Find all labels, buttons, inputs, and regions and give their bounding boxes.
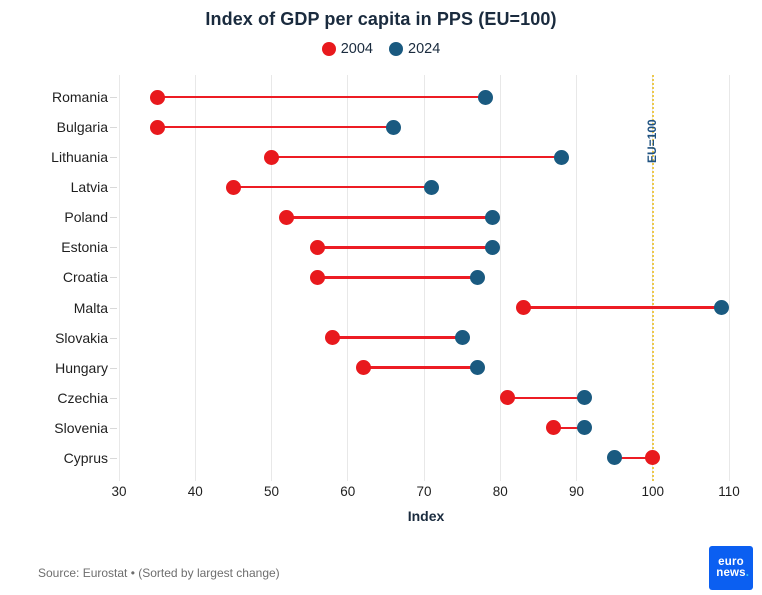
- dumbbell-connector: [233, 185, 432, 189]
- dot-2024: [713, 300, 729, 316]
- row-tick: [110, 97, 117, 98]
- legend-swatch-2004: [321, 42, 336, 56]
- dumbbell-connector: [157, 95, 485, 99]
- dot-2024: [424, 179, 440, 195]
- source-note: Source: Eurostat • (Sorted by largest ch…: [38, 566, 280, 580]
- chart-title: Index of GDP per capita in PPS (EU=100): [205, 9, 557, 29]
- row-tick: [110, 397, 117, 399]
- gridline: [194, 75, 196, 481]
- x-axis-title: Index: [407, 508, 445, 524]
- dot-2024: [553, 149, 569, 165]
- legend-swatch-2024: [389, 42, 403, 56]
- dot-2024: [469, 360, 485, 376]
- row-tick: [110, 157, 117, 159]
- eu-reference-line: [651, 75, 654, 481]
- euronews-logo: euro news.: [709, 546, 753, 590]
- row-tick: [110, 217, 117, 219]
- x-tick-label: 60: [340, 484, 356, 499]
- dumbbell-connector: [523, 306, 722, 309]
- row-label: Slovenia: [54, 419, 108, 436]
- dumbbell-connector: [507, 396, 585, 400]
- row-label: Cyprus: [63, 449, 108, 466]
- legend-item-2024: 2024: [389, 41, 440, 57]
- gridline: [499, 75, 501, 481]
- dot-2004: [546, 420, 562, 436]
- gridline: [271, 75, 272, 481]
- x-tick-label: 50: [263, 484, 280, 499]
- dot-2024: [477, 89, 493, 105]
- x-tick-label: 40: [187, 484, 203, 499]
- row-tick: [110, 307, 117, 309]
- dot-2024: [485, 209, 501, 225]
- x-tick-label: 30: [111, 484, 127, 499]
- gridline: [728, 75, 730, 481]
- dot-2004: [225, 179, 241, 195]
- row-label: Poland: [64, 209, 108, 226]
- legend-label-2004: 2004: [340, 41, 373, 57]
- x-tick-label: 110: [718, 484, 740, 499]
- row-tick: [110, 247, 117, 249]
- row-label: Hungary: [55, 359, 108, 376]
- dumbbell-connector: [614, 456, 653, 460]
- dot-2024: [607, 450, 623, 466]
- dot-2004: [309, 269, 325, 285]
- dot-2004: [500, 390, 516, 406]
- legend-item-2004: 2004: [321, 41, 373, 57]
- x-tick-label: 80: [492, 484, 508, 499]
- dot-2004: [355, 360, 371, 376]
- row-label: Lithuania: [51, 149, 108, 166]
- dot-2004: [149, 89, 165, 105]
- dot-2004: [515, 300, 531, 316]
- row-tick: [110, 367, 117, 369]
- row-label: Estonia: [61, 239, 108, 256]
- dumbbell-connector: [317, 276, 478, 279]
- logo-line-2: news.: [716, 567, 749, 580]
- logo-line-1: euro: [718, 555, 744, 568]
- row-tick: [110, 337, 117, 339]
- row-tick: [110, 277, 117, 279]
- gridline: [118, 75, 120, 481]
- row-label: Bulgaria: [56, 119, 108, 136]
- dot-2024: [485, 239, 501, 255]
- dot-2004: [149, 119, 165, 135]
- legend-label-2024: 2024: [408, 41, 441, 57]
- row-label: Malta: [73, 299, 108, 316]
- row-label: Latvia: [70, 179, 108, 196]
- x-tick-label: 100: [641, 484, 665, 499]
- dot-2004: [279, 209, 295, 225]
- dot-2004: [309, 239, 325, 255]
- dumbbell-connector: [271, 155, 562, 159]
- dot-2024: [576, 420, 592, 436]
- row-tick: [110, 187, 117, 189]
- dumbbell-connector: [553, 426, 585, 430]
- logo-dot: .: [745, 567, 750, 579]
- dot-2024: [454, 330, 470, 346]
- dot-2004: [325, 330, 340, 346]
- x-tick-label: 70: [416, 484, 432, 499]
- row-label: Romania: [51, 89, 108, 105]
- gridline: [576, 75, 577, 481]
- dot-2004: [645, 450, 661, 466]
- row-tick: [110, 127, 117, 129]
- row-label: Czechia: [57, 389, 108, 406]
- row-label: Slovakia: [55, 329, 108, 346]
- dot-2024: [386, 119, 401, 135]
- x-tick-label: 90: [568, 484, 585, 499]
- dumbbell-connector: [332, 336, 463, 339]
- dumbbell-connector: [363, 366, 478, 369]
- dumbbell-connector: [317, 246, 493, 249]
- row-label: Croatia: [62, 269, 108, 286]
- chart-legend: 2004 2024: [0, 39, 762, 59]
- dumbbell-connector: [286, 216, 493, 219]
- row-tick: [110, 457, 117, 459]
- dot-2004: [264, 149, 279, 165]
- row-tick: [110, 427, 117, 429]
- eu-reference-label: EU=100: [645, 119, 659, 163]
- dot-2024: [576, 390, 592, 406]
- dot-2024: [469, 269, 485, 285]
- dumbbell-connector: [157, 125, 394, 129]
